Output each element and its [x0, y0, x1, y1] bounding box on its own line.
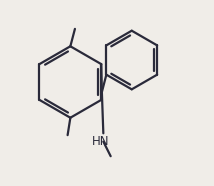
Text: HN: HN	[91, 135, 109, 148]
